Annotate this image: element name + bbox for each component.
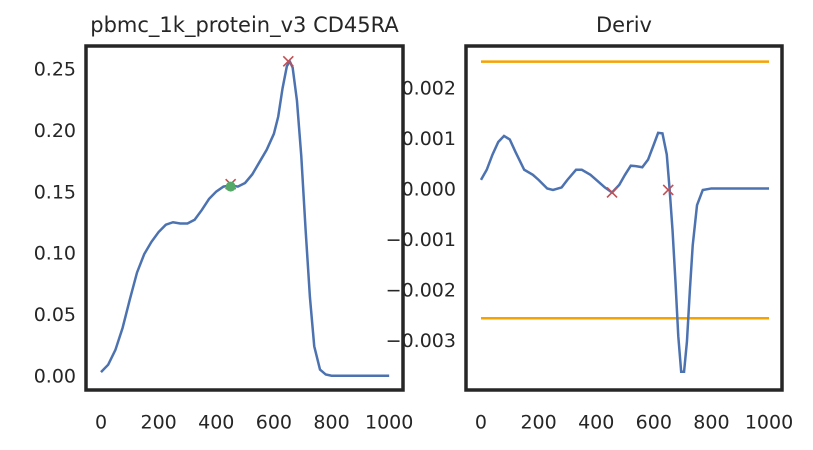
axes-frame <box>84 44 405 392</box>
subplot-title: Deriv <box>596 13 652 37</box>
x-tick-label: 200 <box>520 412 556 434</box>
x-tick-label: 0 <box>475 412 487 434</box>
y-tick-label: 0.002 <box>402 77 456 99</box>
point-marker <box>225 181 236 192</box>
data-line <box>479 131 770 374</box>
x-tick-label: 400 <box>198 412 234 434</box>
x-tick-label: 1000 <box>365 412 413 434</box>
y-tick-label: −0.002 <box>386 279 456 301</box>
x-tick-label: 200 <box>140 412 176 434</box>
peak-marker <box>606 186 618 199</box>
y-tick-label: −0.001 <box>386 229 456 251</box>
y-tick-label: 0.20 <box>34 120 76 142</box>
y-tick-label: −0.003 <box>386 330 456 352</box>
y-tick-label: 0.15 <box>34 181 76 203</box>
x-tick-label: 600 <box>256 412 292 434</box>
y-tick-label: 0.25 <box>34 58 76 80</box>
y-tick-label: 0.00 <box>34 365 76 387</box>
peak-marker <box>282 55 294 67</box>
y-tick-label: 0.000 <box>402 178 456 200</box>
subplot-title: pbmc_1k_protein_v3 CD45RA <box>90 13 399 38</box>
x-tick-label: 800 <box>693 412 729 434</box>
x-tick-label: 0 <box>95 412 107 434</box>
x-tick-label: 800 <box>313 412 349 434</box>
x-tick-label: 400 <box>578 412 614 434</box>
y-tick-label: 0.001 <box>402 128 456 150</box>
x-tick-label: 600 <box>636 412 672 434</box>
x-tick-label: 1000 <box>745 412 793 434</box>
peak-marker <box>662 184 674 196</box>
data-line <box>100 58 390 377</box>
axes-frame <box>464 44 784 392</box>
y-tick-label: 0.10 <box>34 243 76 265</box>
y-tick-label: 0.05 <box>34 304 76 326</box>
